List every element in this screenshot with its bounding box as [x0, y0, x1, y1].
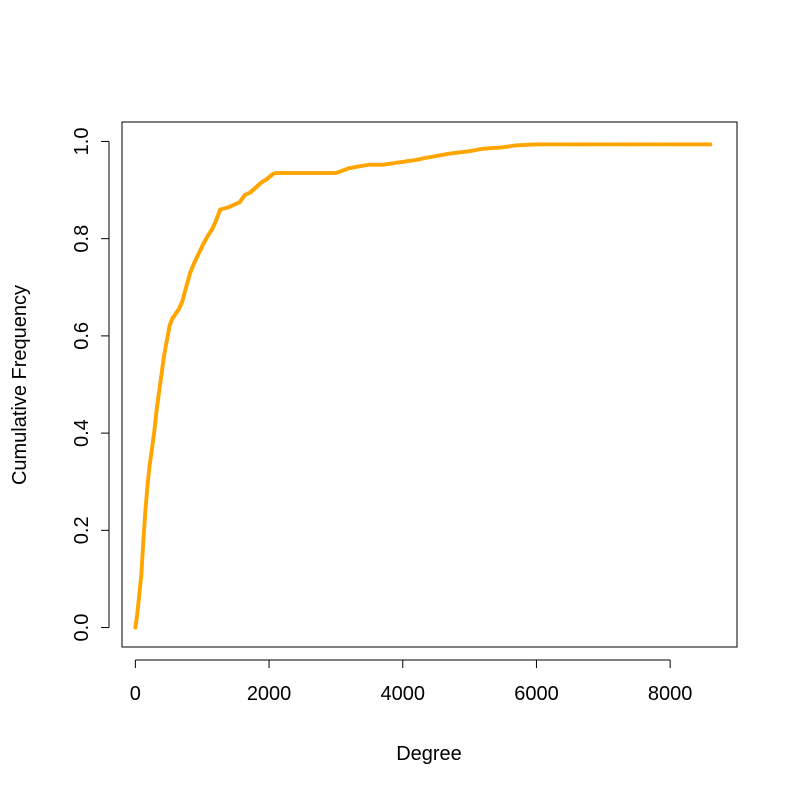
y-tick-label: 0.2 — [71, 516, 93, 544]
y-axis-title: Cumulative Frequency — [9, 285, 31, 485]
x-axis-title: Degree — [396, 743, 462, 765]
x-tick-label: 6000 — [514, 683, 559, 705]
x-tick-label: 0 — [130, 683, 141, 705]
y-tick-label: 0.6 — [71, 322, 93, 350]
x-axis: 0 2000 4000 6000 8000 — [130, 659, 693, 705]
x-tick-label: 4000 — [381, 683, 426, 705]
x-tick-label: 8000 — [648, 683, 693, 705]
data-point — [708, 142, 713, 147]
x-tick-label: 2000 — [247, 683, 292, 705]
y-tick-label: 0.4 — [71, 419, 93, 447]
y-axis: 0.0 0.2 0.4 0.6 0.8 1.0 — [71, 128, 110, 642]
y-tick-label: 0.8 — [71, 225, 93, 253]
y-tick-label: 0.0 — [71, 614, 93, 642]
y-tick-label: 1.0 — [71, 128, 93, 156]
data-points — [133, 142, 713, 630]
plot-box — [121, 121, 738, 648]
